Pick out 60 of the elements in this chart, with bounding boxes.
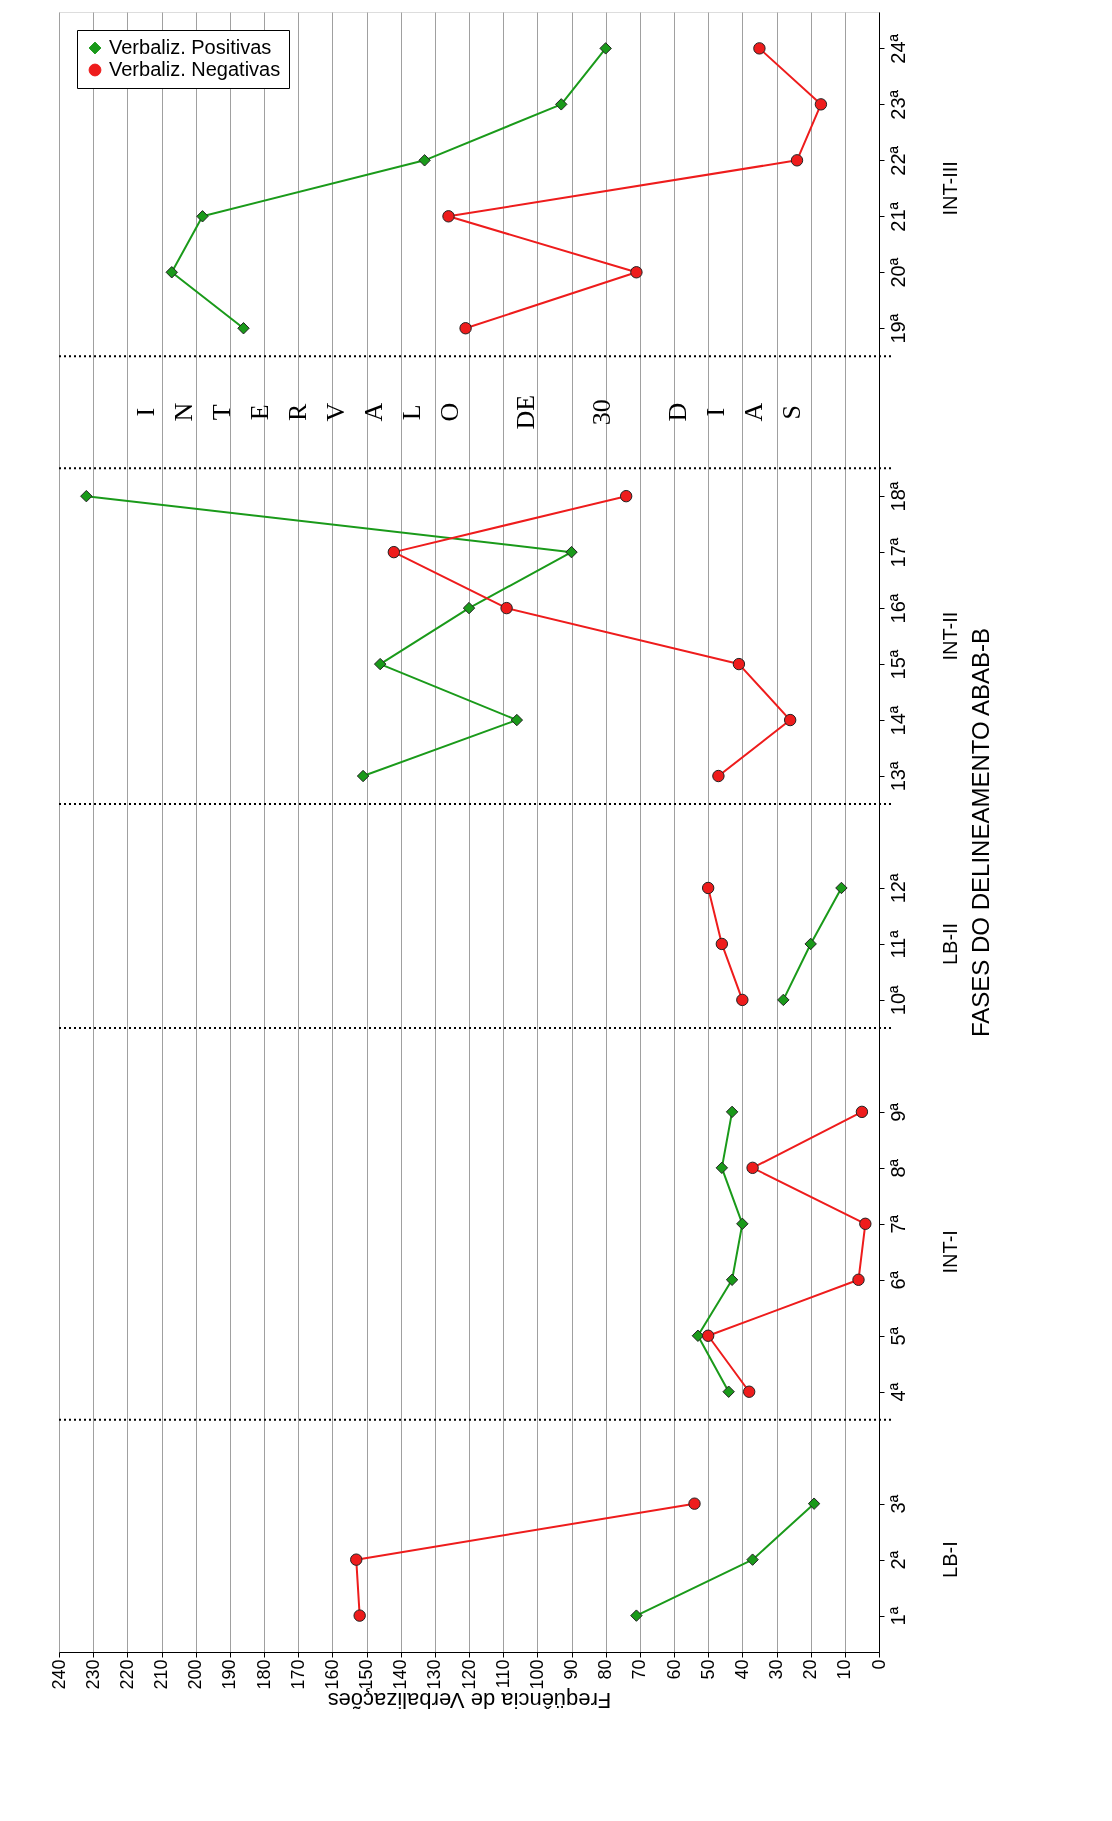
text: INT-I <box>939 1230 961 1274</box>
text: INT-III <box>939 161 961 216</box>
y-tick-label: 18ª <box>886 481 909 512</box>
x-tick-label: 200 <box>185 1659 206 1690</box>
y-tick-label: 7ª <box>886 1214 909 1234</box>
y-tick-label: 15ª <box>886 649 909 680</box>
y-tick-label: 3ª <box>886 1494 909 1514</box>
text: I N T E R V A L O DE 30 D I A S <box>131 394 806 430</box>
y-tick-label: 10ª <box>886 985 909 1016</box>
y-tick-label: 14ª <box>886 705 909 736</box>
y-axis-title: FASES DO DELINEAMENTO ABAB-B <box>966 627 994 1038</box>
point <box>353 1609 366 1622</box>
x-tick-label: 240 <box>48 1659 69 1690</box>
x-tick-label: 140 <box>390 1659 411 1690</box>
y-tick-label: 12ª <box>886 873 909 904</box>
text: INT-II <box>939 611 961 661</box>
x-tick-label: 160 <box>321 1659 342 1690</box>
x-tick-label: 90 <box>561 1659 581 1680</box>
y-tick-label: 23ª <box>886 89 909 120</box>
x-tick-label: 20 <box>800 1659 821 1680</box>
x-tick-label: 100 <box>526 1659 547 1690</box>
x-tick-label: 130 <box>424 1659 445 1690</box>
x-tick-label: 190 <box>219 1659 240 1690</box>
y-tick-label: 21ª <box>886 201 909 232</box>
x-tick-label: 60 <box>663 1659 684 1680</box>
x-tick-label: 120 <box>458 1659 479 1690</box>
y-tick-label: 16ª <box>886 593 909 624</box>
y-tick-label: 22ª <box>886 145 909 176</box>
y-tick-label: 4ª <box>886 1382 909 1402</box>
y-tick-label: 20ª <box>886 257 909 288</box>
y-tick-label: 2ª <box>886 1550 909 1570</box>
x-tick-label: 30 <box>766 1659 786 1680</box>
x-tick-label: 170 <box>287 1659 308 1690</box>
x-tick-label: 220 <box>116 1659 137 1690</box>
x-tick-label: 110 <box>492 1659 513 1689</box>
text: LB-I <box>939 1541 961 1578</box>
y-tick-label: 19ª <box>886 313 909 344</box>
legend-label: Verbaliz. Positivas <box>109 36 272 58</box>
y-tick-label: 1ª <box>886 1606 909 1626</box>
point <box>350 1553 363 1566</box>
x-tick-label: 150 <box>356 1659 376 1690</box>
y-tick-label: 13ª <box>886 761 909 792</box>
y-tick-label: 8ª <box>886 1158 909 1178</box>
x-tick-label: 10 <box>834 1659 855 1680</box>
x-tick-label: 50 <box>697 1659 718 1680</box>
y-tick-label: 5ª <box>886 1326 909 1346</box>
y-tick-label: 24ª <box>886 33 909 64</box>
x-tick-label: 80 <box>595 1659 616 1680</box>
x-tick-label: 230 <box>82 1659 103 1690</box>
x-tick-label: 0 <box>868 1659 889 1670</box>
legend-label: Verbaliz. Negativas <box>109 58 281 80</box>
x-tick-label: 180 <box>253 1659 274 1690</box>
x-tick-label: 40 <box>731 1659 752 1680</box>
y-tick-label: 11ª <box>886 929 909 959</box>
y-tick-label: 17ª <box>886 537 909 568</box>
x-tick-label: 70 <box>629 1659 650 1680</box>
y-tick-label: 6ª <box>886 1270 909 1290</box>
y-tick-label: 9ª <box>886 1102 909 1122</box>
text: LB-II <box>939 922 961 966</box>
x-tick-label: 210 <box>151 1659 171 1690</box>
